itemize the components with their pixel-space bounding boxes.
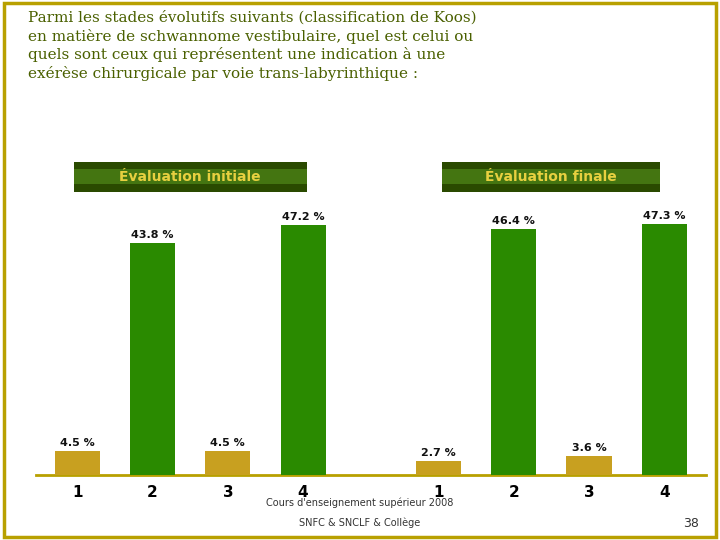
Text: 47.3 %: 47.3 % xyxy=(643,211,685,221)
FancyBboxPatch shape xyxy=(73,162,307,192)
FancyBboxPatch shape xyxy=(73,170,307,184)
Bar xyxy=(642,225,687,475)
Bar xyxy=(281,225,325,475)
Bar xyxy=(205,451,251,475)
FancyBboxPatch shape xyxy=(442,170,660,184)
Bar xyxy=(55,451,100,475)
Text: 43.8 %: 43.8 % xyxy=(131,230,174,240)
Text: Évaluation finale: Évaluation finale xyxy=(485,170,617,184)
Bar xyxy=(130,243,175,475)
Text: Parmi les stades évolutifs suivants (classification de Koos)
en matière de schwa: Parmi les stades évolutifs suivants (cla… xyxy=(28,11,477,81)
Text: SNFC & SNCLF & Collège: SNFC & SNCLF & Collège xyxy=(300,517,420,528)
Text: 47.2 %: 47.2 % xyxy=(282,212,325,222)
Text: 3.6 %: 3.6 % xyxy=(572,443,606,453)
Text: Cours d'enseignement supérieur 2008: Cours d'enseignement supérieur 2008 xyxy=(266,498,454,508)
Bar xyxy=(567,456,611,475)
Text: 2.7 %: 2.7 % xyxy=(421,448,456,458)
Bar xyxy=(416,461,461,475)
Text: 4.5 %: 4.5 % xyxy=(210,438,246,448)
Text: 46.4 %: 46.4 % xyxy=(492,216,535,226)
Bar xyxy=(491,229,536,475)
FancyBboxPatch shape xyxy=(442,162,660,192)
Text: Évaluation initiale: Évaluation initiale xyxy=(120,170,261,184)
Text: 38: 38 xyxy=(683,517,698,530)
Text: 4.5 %: 4.5 % xyxy=(60,438,95,448)
